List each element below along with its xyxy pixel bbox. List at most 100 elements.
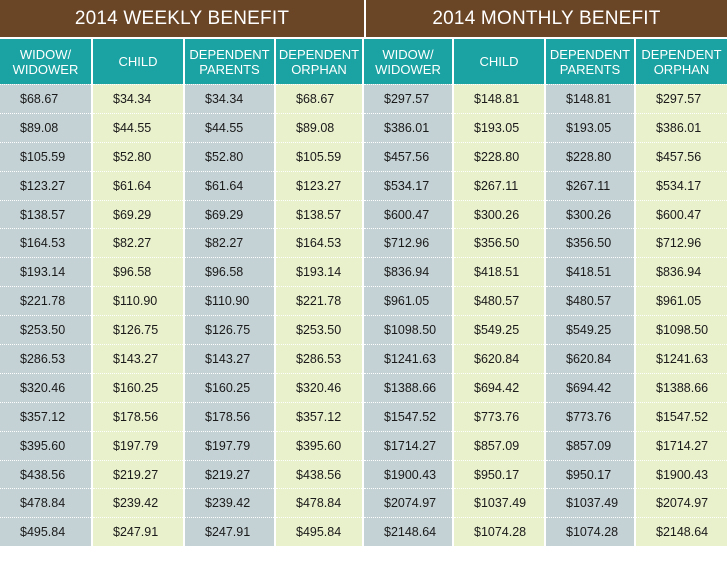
table-cell: $193.14 [0,257,91,287]
table-cell: $123.27 [0,170,91,200]
column-weekly-child: $34.34 $44.55 $52.80 $61.64 $69.29 $82.27 $96.… [93,84,185,547]
table-cell: $495.84 [276,517,362,547]
table-cell: $52.80 [185,141,274,171]
table-cell: $253.50 [276,315,362,345]
column-header-row: WIDOW/ WIDOWER CHILD DEPENDENT PARENTS DEPE… [0,37,727,84]
table-cell: $69.29 [93,199,183,229]
table-cell: $478.84 [276,488,362,518]
table-cell: $1547.52 [364,401,452,431]
table-cell: $221.78 [0,286,91,316]
table-cell: $126.75 [185,315,274,345]
table-cell: $247.91 [93,517,183,547]
table-cell: $297.57 [364,84,452,113]
column-header-monthly-widow-widower: WIDOW/ WIDOWER [364,37,454,84]
table-cell: $961.05 [636,286,727,316]
table-cell: $1714.27 [636,430,727,460]
table-cell: $52.80 [93,141,183,171]
column-header-monthly-dependent-orphan: DEPENDENT ORPHAN [636,37,727,84]
table-cell: $2148.64 [364,517,452,547]
table-cell: $96.58 [185,257,274,287]
column-header-weekly-widow-widower: WIDOW/ WIDOWER [0,37,93,84]
table-cell: $478.84 [0,488,91,518]
table-cell: $1037.49 [546,488,634,518]
column-weekly-dependent-orphan: $68.67 $89.08 $105.59 $123.27 $138.57 $164.53… [276,84,364,547]
table-cell: $193.14 [276,257,362,287]
table-cell: $773.76 [546,401,634,431]
table-cell: $148.81 [454,84,544,113]
table-cell: $239.42 [93,488,183,518]
column-weekly-dependent-parents: $34.34 $44.55 $52.80 $61.64 $69.29 $82.27 $96.… [185,84,276,547]
table-cell: $549.25 [454,315,544,345]
column-header-weekly-child: CHILD [93,37,185,84]
table-cell: $178.56 [93,401,183,431]
table-cell: $857.09 [546,430,634,460]
table-cell: $356.50 [546,228,634,258]
table-cell: $438.56 [276,459,362,489]
table-cell: $138.57 [276,199,362,229]
table-cell: $1074.28 [454,517,544,547]
table-cell: $356.50 [454,228,544,258]
table-cell: $219.27 [185,459,274,489]
table-cell: $219.27 [93,459,183,489]
table-cell: $89.08 [276,112,362,142]
table-cell: $148.81 [546,84,634,113]
table-cell: $253.50 [0,315,91,345]
table-cell: $126.75 [93,315,183,345]
column-header-monthly-child: CHILD [454,37,546,84]
table-cell: $2148.64 [636,517,727,547]
table-cell: $228.80 [546,141,634,171]
table-cell: $1241.63 [636,344,727,373]
table-cell: $267.11 [454,170,544,200]
table-cell: $1241.63 [364,344,452,373]
table-cell: $320.46 [276,372,362,402]
table-cell: $418.51 [546,257,634,287]
table-cell: $386.01 [364,112,452,142]
table-cell: $197.79 [185,430,274,460]
table-cell: $178.56 [185,401,274,431]
table-cell: $549.25 [546,315,634,345]
table-cell: $286.53 [276,344,362,373]
table-cell: $34.34 [93,84,183,113]
table-cell: $197.79 [93,430,183,460]
table-cell: $1900.43 [636,459,727,489]
table-cell: $480.57 [454,286,544,316]
table-cell: $534.17 [364,170,452,200]
table-cell: $68.67 [276,84,362,113]
table-cell: $357.12 [276,401,362,431]
table-cell: $239.42 [185,488,274,518]
table-cell: $1098.50 [636,315,727,345]
table-cell: $300.26 [546,199,634,229]
table-cell: $620.84 [546,344,634,373]
table-cell: $480.57 [546,286,634,316]
table-cell: $950.17 [454,459,544,489]
table-cell: $2074.97 [636,488,727,518]
table-cell: $320.46 [0,372,91,402]
section-header-row: 2014 WEEKLY BENEFIT 2014 MONTHLY BENEFIT [0,0,727,37]
table-cell: $600.47 [364,199,452,229]
table-cell: $138.57 [0,199,91,229]
table-cell: $961.05 [364,286,452,316]
table-cell: $857.09 [454,430,544,460]
table-cell: $164.53 [276,228,362,258]
table-cell: $395.60 [276,430,362,460]
table-cell: $228.80 [454,141,544,171]
table-cell: $96.58 [93,257,183,287]
table-cell: $143.27 [93,344,183,373]
table-cell: $89.08 [0,112,91,142]
column-header-weekly-dependent-parents: DEPENDENT PARENTS [185,37,276,84]
column-monthly-widow-widower: $297.57 $386.01 $457.56 $534.17 $600.47 $712.… [364,84,454,547]
table-cell: $1037.49 [454,488,544,518]
table-cell: $297.57 [636,84,727,113]
monthly-benefit-title: 2014 MONTHLY BENEFIT [364,0,727,37]
table-cell: $1900.43 [364,459,452,489]
table-cell: $160.25 [185,372,274,402]
table-cell: $495.84 [0,517,91,547]
table-cell: $418.51 [454,257,544,287]
table-cell: $836.94 [364,257,452,287]
table-cell: $2074.97 [364,488,452,518]
table-cell: $267.11 [546,170,634,200]
column-header-monthly-dependent-parents: DEPENDENT PARENTS [546,37,636,84]
column-header-weekly-dependent-orphan: DEPENDENT ORPHAN [276,37,364,84]
table-cell: $69.29 [185,199,274,229]
